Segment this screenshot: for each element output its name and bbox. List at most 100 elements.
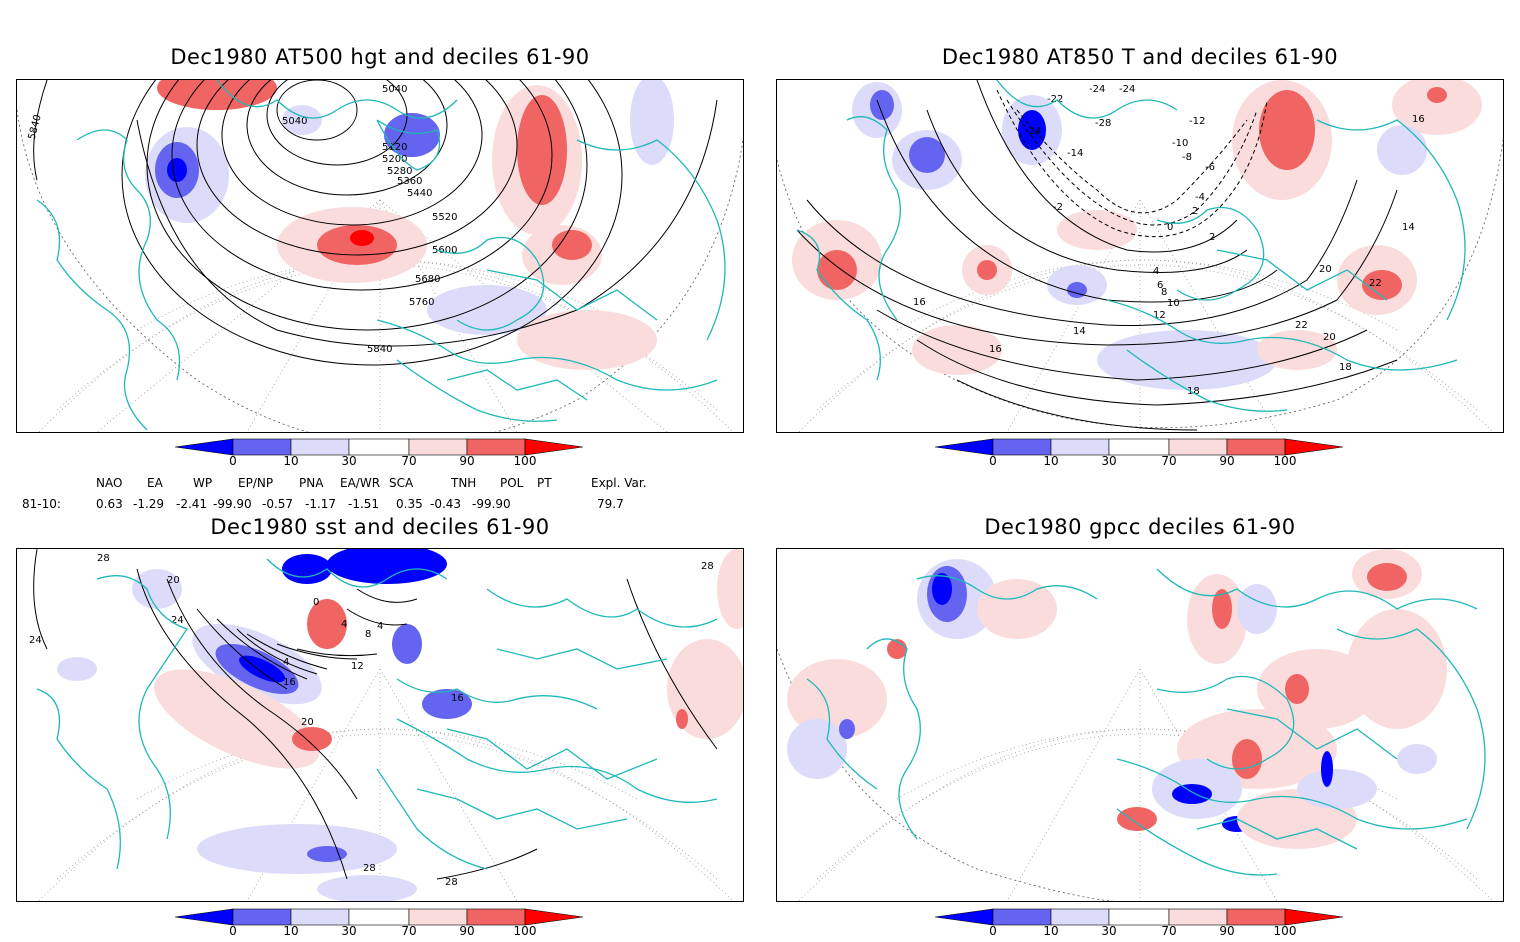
index-value: -0.43 — [430, 497, 462, 511]
contour-label: 24 — [29, 635, 42, 646]
colorbar-tick: 70 — [1161, 924, 1177, 938]
contour-label: 22 — [1295, 320, 1308, 331]
index-value: 0.63 — [96, 497, 123, 511]
contour-label: 4 — [1153, 266, 1159, 277]
index-row-label: 81-10: — [22, 497, 61, 511]
colorbar-tick: 10 — [1043, 924, 1059, 938]
colorbar-tick: 70 — [1161, 454, 1177, 468]
contour-label: 2 — [1209, 232, 1215, 243]
map-at850: -24 -24 -22 -24 -28 -14 -12 -10 -8 -6 -4… — [776, 79, 1504, 433]
contour-label: 0 — [1167, 222, 1173, 233]
contour-label: 20 — [1319, 264, 1332, 275]
colorbar-swatch — [290, 908, 350, 926]
contour-label: -24 — [1119, 84, 1135, 95]
contour-label: 28 — [445, 877, 458, 888]
contour-label: 16 — [451, 693, 464, 704]
colorbar-swatch — [524, 908, 584, 926]
colorbar-swatch — [934, 438, 994, 456]
contour-label: 5440 — [407, 188, 432, 199]
colorbar-tick: 30 — [1101, 924, 1117, 938]
colorbar-tick: 90 — [1219, 454, 1235, 468]
index-header: Expl. Var. — [591, 476, 647, 490]
contour-label: 4 — [377, 621, 383, 632]
colorbar-swatch — [348, 908, 410, 926]
contour-label: 12 — [1153, 310, 1166, 321]
contour-label: 5040 — [382, 84, 407, 95]
index-header: SCA — [389, 476, 414, 490]
contour-label: 14 — [1402, 222, 1415, 233]
index-value: 0.35 — [396, 497, 423, 511]
colorbar-swatch — [1284, 908, 1344, 926]
colorbar-swatch — [408, 438, 468, 456]
colorbar-tick: 30 — [341, 454, 357, 468]
contour-label: 5760 — [409, 297, 434, 308]
colorbar-swatch — [174, 438, 234, 456]
map-gpcc — [776, 548, 1504, 902]
index-header: EA — [147, 476, 163, 490]
panel-title-sst: Dec1980 sst and deciles 61-90 — [210, 515, 550, 539]
index-header: EA/WR — [340, 476, 381, 490]
contour-label: -22 — [1047, 94, 1063, 105]
contour-label: -8 — [1182, 152, 1192, 163]
panel-title-at500: Dec1980 AT500 hgt and deciles 61-90 — [170, 45, 590, 69]
colorbar-swatch — [1108, 438, 1170, 456]
contour-label: 5360 — [397, 176, 422, 187]
index-value: -0.57 — [262, 497, 294, 511]
contour-label: 0 — [313, 597, 319, 608]
panel-title-at850: Dec1980 AT850 T and deciles 61-90 — [941, 45, 1339, 69]
colorbar-swatch — [232, 438, 292, 456]
contour-label: -6 — [1205, 162, 1215, 173]
index-value: -1.51 — [348, 497, 380, 511]
contour-label: 16 — [913, 297, 926, 308]
colorbar-bottom-right: 0 10 30 70 90 100 — [934, 908, 1355, 942]
colorbar-tick: 10 — [1043, 454, 1059, 468]
contour-label: -14 — [1067, 148, 1083, 159]
colorbar-tick: 10 — [283, 924, 299, 938]
contour-label: 5840 — [27, 114, 44, 141]
colorbar-swatch — [992, 438, 1052, 456]
contour-label: 24 — [171, 615, 184, 626]
colorbar-swatch — [232, 908, 292, 926]
contour-label: 16 — [1412, 114, 1425, 125]
contour-label: 5040 — [282, 116, 307, 127]
contour-label: 5600 — [432, 245, 457, 256]
contour-label: 18 — [1339, 362, 1352, 373]
contour-labels-sst: 28 20 24 24 0 4 8 4 4 12 16 16 20 28 28 … — [29, 553, 714, 888]
contour-label: 28 — [701, 561, 714, 572]
colorbar-tick: 0 — [989, 454, 997, 468]
colorbar-swatch — [1050, 908, 1110, 926]
contour-label: 20 — [167, 575, 180, 586]
contour-label: 6 — [1157, 280, 1163, 291]
contour-label: 18 — [1187, 386, 1200, 397]
colorbar-swatch — [466, 908, 526, 926]
colorbar-tick: 70 — [401, 454, 417, 468]
colorbar-tick: 100 — [513, 924, 537, 938]
colorbar-swatch — [1050, 438, 1110, 456]
colorbar-swatch — [408, 908, 468, 926]
colorbar-swatch — [1226, 438, 1286, 456]
index-header: PNA — [299, 476, 324, 490]
colorbar-bottom-left: 0 10 30 70 90 100 — [174, 908, 595, 942]
colorbar-tick: 90 — [459, 924, 475, 938]
colorbar-tick: 90 — [459, 454, 475, 468]
colorbar-swatch — [290, 438, 350, 456]
index-values: 81-10: 0.63 -1.29 -2.41 -99.90 -0.57 -1.… — [0, 497, 760, 513]
index-header: EP/NP — [238, 476, 274, 490]
contour-label: 28 — [363, 863, 376, 874]
colorbar-top-right: 0 10 30 70 90 100 — [934, 438, 1355, 472]
colorbar-swatch — [1226, 908, 1286, 926]
index-value: -99.90 — [213, 497, 252, 511]
contour-label: 12 — [351, 661, 364, 672]
colorbar-tick: 100 — [1273, 454, 1297, 468]
colorbar-tick: 0 — [229, 454, 237, 468]
contour-label: 16 — [989, 344, 1002, 355]
colorbar-swatch — [1108, 908, 1170, 926]
index-header: TNH — [451, 476, 477, 490]
index-header: NAO — [96, 476, 123, 490]
colorbar-swatch — [466, 438, 526, 456]
contour-label: 5200 — [382, 154, 407, 165]
index-headers: NAO EA WP EP/NP PNA EA/WR SCA TNH POL PT… — [0, 476, 760, 492]
colorbar-tick: 0 — [989, 924, 997, 938]
index-value: -2.41 — [176, 497, 208, 511]
colorbar-tick: 10 — [283, 454, 299, 468]
